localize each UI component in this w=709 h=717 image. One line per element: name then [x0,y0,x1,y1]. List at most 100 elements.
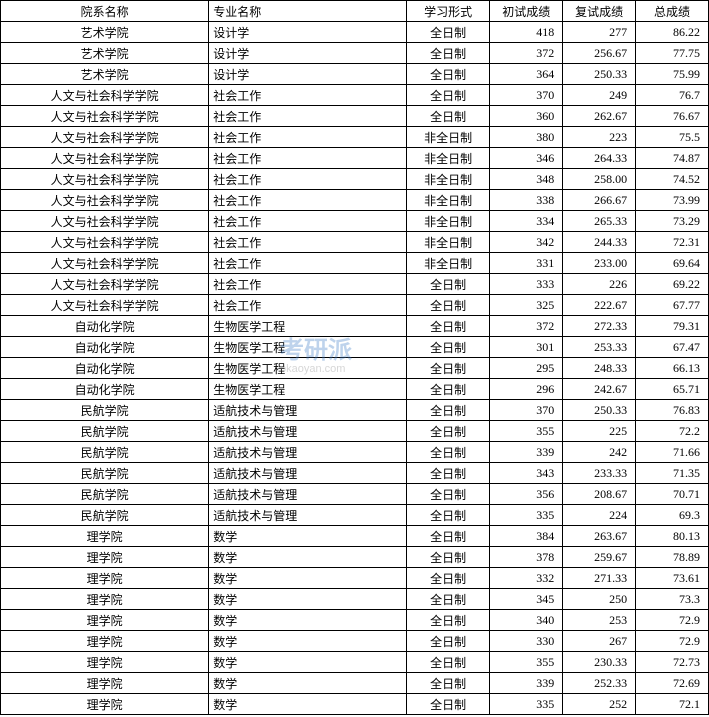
cell-form: 全日制 [407,316,490,337]
cell-prelim-score: 346 [490,148,563,169]
table-row: 自动化学院生物医学工程全日制372272.3379.31 [1,316,709,337]
cell-prelim-score: 372 [490,316,563,337]
cell-retest-score: 256.67 [563,43,636,64]
cell-form: 全日制 [407,547,490,568]
cell-dept: 民航学院 [1,463,209,484]
cell-major: 社会工作 [209,148,407,169]
cell-prelim-score: 345 [490,589,563,610]
cell-retest-score: 224 [563,505,636,526]
cell-major: 生物医学工程 [209,379,407,400]
table-row: 理学院数学全日制339252.3372.69 [1,673,709,694]
cell-retest-score: 242.67 [563,379,636,400]
cell-total-score: 71.66 [636,442,709,463]
cell-total-score: 72.2 [636,421,709,442]
cell-total-score: 76.67 [636,106,709,127]
cell-retest-score: 250.33 [563,400,636,421]
cell-retest-score: 230.33 [563,652,636,673]
cell-prelim-score: 334 [490,211,563,232]
cell-form: 全日制 [407,526,490,547]
cell-prelim-score: 333 [490,274,563,295]
cell-retest-score: 222.67 [563,295,636,316]
cell-prelim-score: 356 [490,484,563,505]
cell-total-score: 69.22 [636,274,709,295]
cell-form: 全日制 [407,295,490,316]
cell-retest-score: 253 [563,610,636,631]
cell-major: 数学 [209,652,407,673]
cell-prelim-score: 360 [490,106,563,127]
cell-prelim-score: 338 [490,190,563,211]
cell-total-score: 70.71 [636,484,709,505]
cell-prelim-score: 339 [490,673,563,694]
cell-retest-score: 249 [563,85,636,106]
table-row: 人文与社会科学学院社会工作非全日制334265.3373.29 [1,211,709,232]
cell-retest-score: 244.33 [563,232,636,253]
cell-major: 社会工作 [209,190,407,211]
cell-dept: 人文与社会科学学院 [1,127,209,148]
cell-form: 全日制 [407,463,490,484]
cell-total-score: 73.29 [636,211,709,232]
cell-prelim-score: 370 [490,400,563,421]
cell-dept: 自动化学院 [1,316,209,337]
table-row: 理学院数学全日制33026772.9 [1,631,709,652]
cell-major: 适航技术与管理 [209,442,407,463]
table-row: 民航学院适航技术与管理全日制35522572.2 [1,421,709,442]
cell-dept: 人文与社会科学学院 [1,232,209,253]
cell-prelim-score: 295 [490,358,563,379]
cell-major: 生物医学工程 [209,316,407,337]
table-row: 艺术学院设计学全日制41827786.22 [1,22,709,43]
cell-retest-score: 265.33 [563,211,636,232]
cell-dept: 艺术学院 [1,64,209,85]
cell-dept: 人文与社会科学学院 [1,148,209,169]
cell-dept: 自动化学院 [1,358,209,379]
cell-dept: 民航学院 [1,484,209,505]
cell-dept: 理学院 [1,694,209,715]
cell-total-score: 76.7 [636,85,709,106]
table-row: 自动化学院生物医学工程全日制301253.3367.47 [1,337,709,358]
cell-dept: 自动化学院 [1,337,209,358]
cell-total-score: 65.71 [636,379,709,400]
cell-prelim-score: 301 [490,337,563,358]
cell-dept: 理学院 [1,631,209,652]
header-total-score: 总成绩 [636,1,709,22]
table-row: 民航学院适航技术与管理全日制33924271.66 [1,442,709,463]
cell-major: 数学 [209,673,407,694]
cell-retest-score: 250.33 [563,64,636,85]
cell-dept: 理学院 [1,589,209,610]
cell-major: 生物医学工程 [209,358,407,379]
cell-dept: 艺术学院 [1,22,209,43]
table-row: 理学院数学全日制34525073.3 [1,589,709,610]
cell-total-score: 74.52 [636,169,709,190]
table-row: 理学院数学全日制33525272.1 [1,694,709,715]
cell-form: 非全日制 [407,127,490,148]
cell-prelim-score: 335 [490,694,563,715]
cell-prelim-score: 378 [490,547,563,568]
cell-dept: 人文与社会科学学院 [1,106,209,127]
cell-total-score: 76.83 [636,400,709,421]
cell-dept: 人文与社会科学学院 [1,253,209,274]
cell-total-score: 72.9 [636,631,709,652]
cell-form: 全日制 [407,379,490,400]
cell-form: 全日制 [407,106,490,127]
cell-retest-score: 259.67 [563,547,636,568]
cell-prelim-score: 348 [490,169,563,190]
cell-form: 全日制 [407,631,490,652]
cell-prelim-score: 343 [490,463,563,484]
cell-major: 适航技术与管理 [209,505,407,526]
cell-major: 数学 [209,547,407,568]
cell-major: 数学 [209,589,407,610]
cell-retest-score: 267 [563,631,636,652]
cell-form: 全日制 [407,64,490,85]
cell-major: 设计学 [209,43,407,64]
cell-prelim-score: 380 [490,127,563,148]
table-row: 人文与社会科学学院社会工作非全日制348258.0074.52 [1,169,709,190]
cell-dept: 理学院 [1,673,209,694]
table-row: 理学院数学全日制34025372.9 [1,610,709,631]
cell-dept: 民航学院 [1,442,209,463]
admissions-table: 院系名称 专业名称 学习形式 初试成绩 复试成绩 总成绩 艺术学院设计学全日制4… [0,0,709,715]
cell-dept: 人文与社会科学学院 [1,169,209,190]
cell-prelim-score: 296 [490,379,563,400]
cell-form: 全日制 [407,568,490,589]
cell-form: 全日制 [407,673,490,694]
cell-retest-score: 223 [563,127,636,148]
cell-retest-score: 250 [563,589,636,610]
